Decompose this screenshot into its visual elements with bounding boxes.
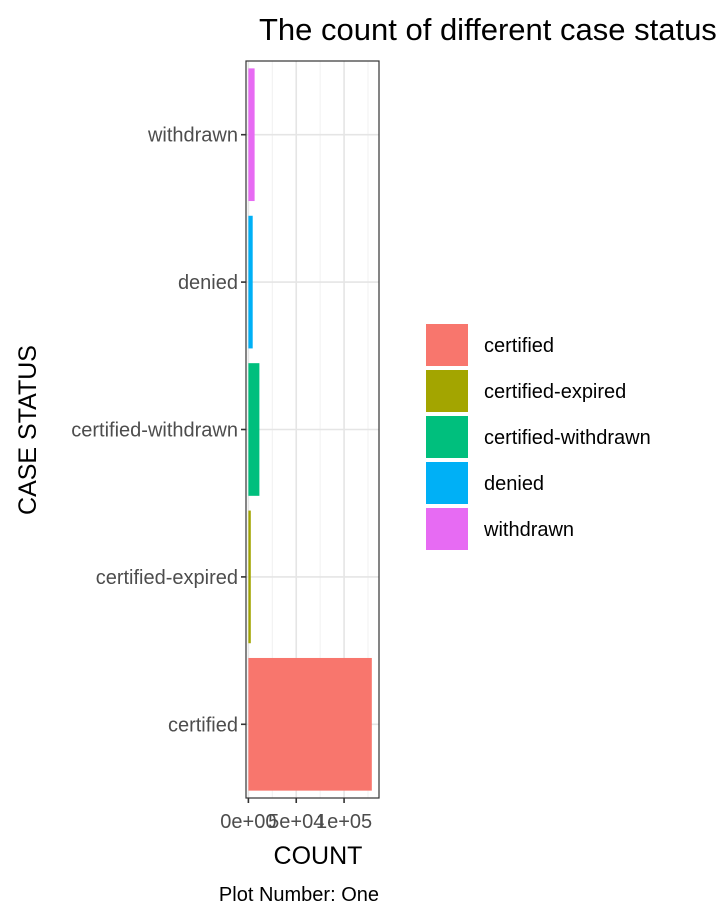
legend-key-withdrawn [426,508,468,550]
bar-certified-withdrawn [248,363,260,496]
legend-label: certified-expired [484,381,626,403]
x-axis-title: COUNT [274,842,363,870]
y-tick-label: denied [178,272,238,294]
bar-certified-expired [248,510,251,644]
y-axis-title: CASE STATUS [14,345,42,515]
legend-key-certified-expired [426,370,468,412]
x-tick-label: 0e+00 [220,811,276,833]
legend-key-denied [426,462,468,504]
y-tick-label: withdrawn [147,125,238,147]
x-tick-label: 1e+05 [316,811,372,833]
legend: certified certified-expired certified-with… [426,324,651,550]
bar-withdrawn [248,68,255,202]
bar-denied [248,215,253,349]
legend-label: denied [484,473,544,495]
legend-label: certified [484,335,554,357]
legend-label: certified-withdrawn [484,427,651,449]
y-tick-label: certified-withdrawn [71,420,238,442]
y-axis: certified certified-expired certified-with… [71,125,246,736]
plot-caption: Plot Number: One [219,884,379,906]
legend-key-certified [426,324,468,366]
y-tick-label: certified-expired [96,567,238,589]
x-tick-label: 5e+04 [268,811,324,833]
bar-certified [248,657,372,791]
legend-key-certified-withdrawn [426,416,468,458]
legend-label: withdrawn [483,519,574,541]
chart-title: The count of different case status [259,12,717,47]
bars [248,68,372,791]
y-tick-label: certified [168,714,238,736]
